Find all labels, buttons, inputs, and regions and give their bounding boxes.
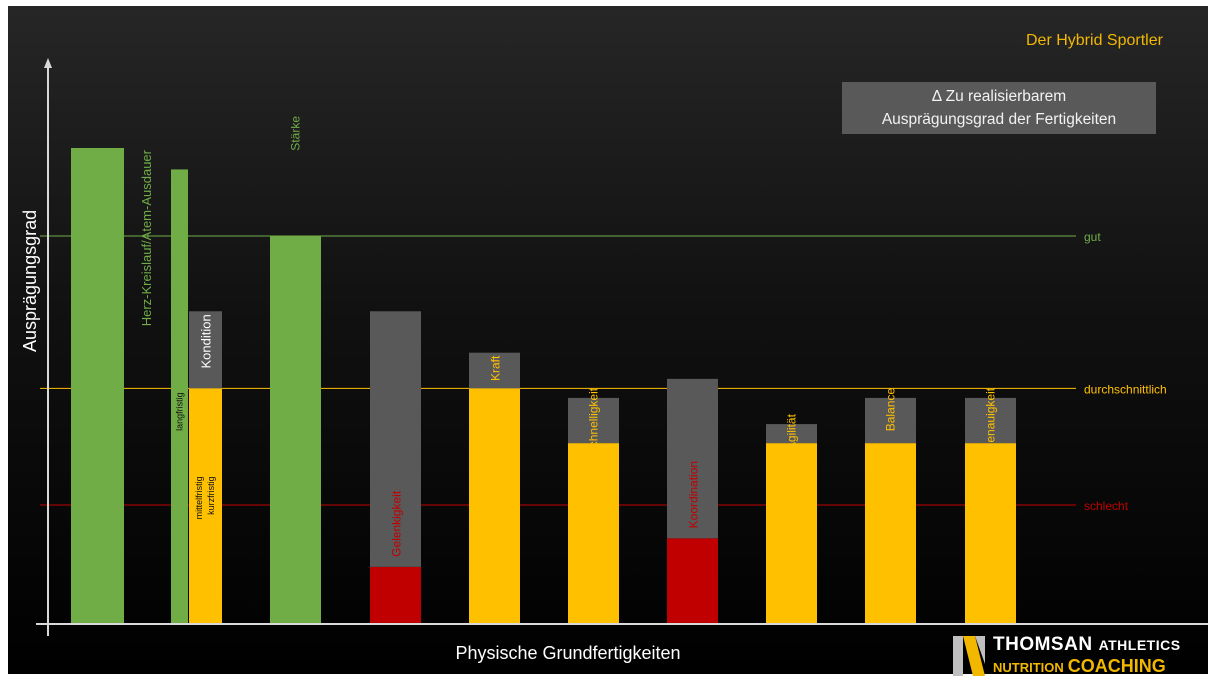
slide-background: gut durchschnittlich schlecht Herz-Kreislau… [8, 6, 1208, 674]
bar-4-segment-1 [370, 311, 421, 567]
reference-label-schlecht: schlecht [1084, 499, 1129, 513]
bar-label-5: Kraft [489, 355, 503, 381]
delta-legend-line1: Δ Zu realisierbarem [931, 88, 1067, 105]
bar-9-segment-1 [865, 397, 916, 444]
bar-10-segment-0 [965, 443, 1016, 624]
bar-sub-label-0: mittelfristig [194, 476, 204, 519]
brand-title: Der Hybrid Sportler [1026, 32, 1163, 49]
bar-label-1: langfristig [175, 392, 185, 431]
bar-1-segment-0 [171, 169, 188, 625]
logo-athletics: ATHLETICS [1098, 637, 1181, 653]
logo-name: THOMSAN [993, 634, 1093, 655]
thomsan-logo: THOMSAN ATHLETICS NUTRITION COACHING [951, 634, 1213, 678]
reference-label-gut: gut [1084, 230, 1101, 244]
bar-7-segment-1 [667, 378, 718, 539]
bar-chart: gut durchschnittlich schlecht Herz-Kreislau… [20, 58, 1208, 663]
n-logo-icon [953, 636, 985, 676]
y-axis-arrow [44, 58, 52, 68]
bar-2-segment-1 [189, 311, 222, 389]
bar-5-segment-1 [469, 352, 520, 389]
bar-7-segment-0 [667, 538, 718, 624]
bar-label-3: Stärke [289, 116, 303, 151]
bar-9-segment-0 [865, 443, 916, 624]
bar-sub-label-1: kurzfristig [206, 476, 216, 515]
bar-2-segment-0 [189, 388, 222, 624]
bar-label-10: Genauigkeit [984, 387, 998, 452]
y-axis-title: Ausprägungsgrad [20, 210, 40, 352]
bar-6-segment-0 [568, 443, 619, 624]
delta-legend-line2: Ausprägungsgrad der Fertigkeiten [881, 111, 1117, 128]
logo-line1: THOMSAN ATHLETICS [993, 634, 1181, 656]
reference-label-durchschnittlich: durchschnittlich [1084, 382, 1167, 396]
bar-label-8: Agilität [785, 413, 799, 450]
bar-6-segment-1 [568, 397, 619, 444]
bar-4-segment-0 [370, 566, 421, 624]
logo-nutrition: NUTRITION [993, 660, 1064, 675]
bar-8-segment-1 [766, 424, 817, 444]
bar-10-segment-1 [965, 397, 1016, 444]
bar-8-segment-0 [766, 443, 817, 624]
delta-legend-box: Δ Zu realisierbarem Ausprägungsgrad der … [842, 82, 1156, 134]
bar-label-9: Balance [884, 388, 898, 432]
bar-label-7: Koordination [687, 461, 701, 528]
logo-coaching: COACHING [1067, 656, 1166, 676]
bar-label-0: Herz-Kreislauf/Atem-Ausdauer [139, 149, 154, 326]
bar-5-segment-0 [469, 388, 520, 624]
bar-label-4: Gelenkigkeit [390, 490, 404, 557]
bar-0-segment-0 [71, 148, 124, 624]
bar-3-segment-0 [270, 236, 321, 624]
logo-line2: NUTRITION COACHING [993, 656, 1166, 677]
x-axis-title: Physische Grundfertigkeiten [455, 643, 680, 663]
bar-label-2: Kondition [199, 314, 214, 368]
bar-label-6: Schnelligkeit [587, 387, 601, 455]
